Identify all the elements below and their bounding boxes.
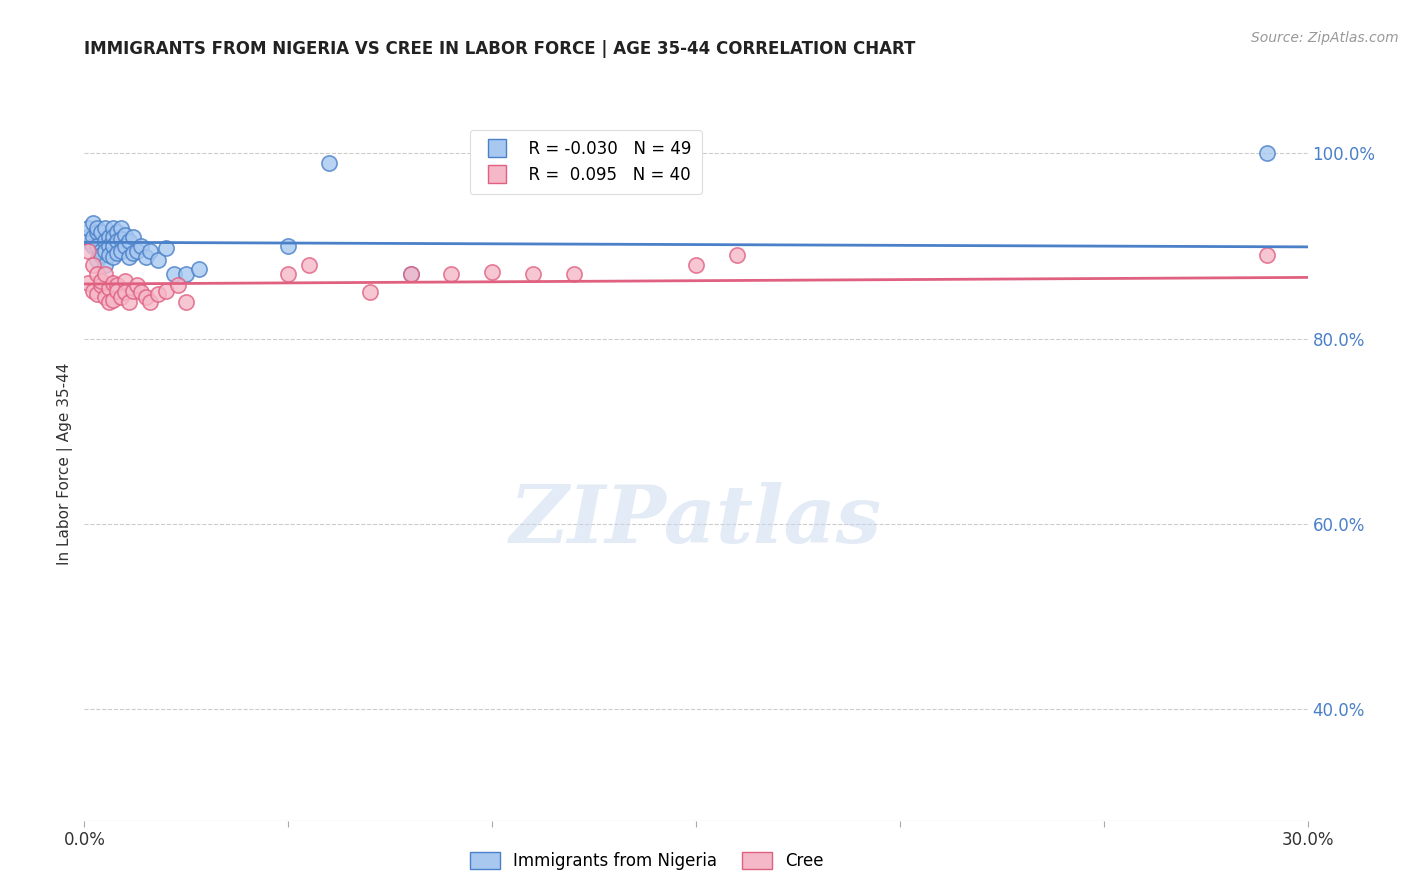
Point xyxy=(187,262,209,277)
Point xyxy=(167,277,190,292)
Text: ZIPatlas: ZIPatlas xyxy=(510,483,882,559)
Point xyxy=(93,244,117,258)
Point xyxy=(101,293,124,307)
Point xyxy=(77,276,100,290)
Point xyxy=(114,285,136,300)
Point xyxy=(562,267,585,281)
Point xyxy=(146,287,169,301)
Point xyxy=(97,294,120,309)
Point xyxy=(86,267,108,281)
Point xyxy=(1256,146,1278,161)
Point xyxy=(440,267,463,281)
Point xyxy=(1256,248,1278,262)
Point xyxy=(131,285,153,300)
Point xyxy=(131,239,153,253)
Point xyxy=(277,239,299,253)
Point xyxy=(298,258,321,272)
Point xyxy=(122,229,145,244)
Point xyxy=(101,229,124,244)
Point xyxy=(359,285,381,300)
Point xyxy=(127,277,149,292)
Point xyxy=(105,284,128,298)
Point xyxy=(86,220,108,235)
Point xyxy=(135,290,157,304)
Point xyxy=(86,287,108,301)
Point xyxy=(105,277,128,292)
Point xyxy=(522,267,544,281)
Point xyxy=(277,267,299,281)
Point xyxy=(114,274,136,288)
Point xyxy=(90,274,112,288)
Point xyxy=(82,229,104,244)
Point xyxy=(105,235,128,249)
Point xyxy=(127,244,149,258)
Point xyxy=(725,248,748,262)
Point xyxy=(77,229,100,244)
Point xyxy=(118,294,141,309)
Point xyxy=(90,248,112,262)
Point xyxy=(118,250,141,264)
Point xyxy=(110,232,132,246)
Point xyxy=(114,227,136,242)
Point xyxy=(105,246,128,260)
Point xyxy=(90,225,112,239)
Point xyxy=(101,250,124,264)
Point xyxy=(176,267,198,281)
Point xyxy=(155,284,177,298)
Point xyxy=(97,248,120,262)
Point xyxy=(82,284,104,298)
Point xyxy=(90,277,112,292)
Point xyxy=(110,244,132,258)
Point xyxy=(77,235,100,249)
Point xyxy=(101,239,124,253)
Point xyxy=(122,246,145,260)
Point xyxy=(110,290,132,304)
Point xyxy=(176,294,198,309)
Legend: Immigrants from Nigeria, Cree: Immigrants from Nigeria, Cree xyxy=(464,845,831,877)
Point xyxy=(77,244,100,258)
Text: IMMIGRANTS FROM NIGERIA VS CREE IN LABOR FORCE | AGE 35-44 CORRELATION CHART: IMMIGRANTS FROM NIGERIA VS CREE IN LABOR… xyxy=(84,40,915,58)
Point xyxy=(93,267,117,281)
Point xyxy=(135,250,157,264)
Y-axis label: In Labor Force | Age 35-44: In Labor Force | Age 35-44 xyxy=(58,363,73,565)
Point xyxy=(399,267,422,281)
Point xyxy=(77,220,100,235)
Point xyxy=(318,155,340,169)
Point xyxy=(97,239,120,253)
Point xyxy=(685,258,707,272)
Point xyxy=(155,241,177,255)
Text: Source: ZipAtlas.com: Source: ZipAtlas.com xyxy=(1251,31,1399,45)
Point xyxy=(93,220,117,235)
Point xyxy=(110,220,132,235)
Point xyxy=(114,239,136,253)
Point xyxy=(163,267,186,281)
Point xyxy=(138,244,160,258)
Point xyxy=(93,235,117,249)
Point xyxy=(118,235,141,249)
Point xyxy=(146,252,169,267)
Point xyxy=(481,265,503,279)
Point xyxy=(138,294,160,309)
Point xyxy=(122,284,145,298)
Point xyxy=(86,252,108,267)
Point xyxy=(93,258,117,272)
Point xyxy=(93,290,117,304)
Point xyxy=(399,267,422,281)
Point xyxy=(82,239,104,253)
Point xyxy=(86,239,108,253)
Point xyxy=(86,225,108,239)
Point xyxy=(97,229,120,244)
Point xyxy=(82,216,104,230)
Point xyxy=(105,225,128,239)
Point xyxy=(97,281,120,295)
Point xyxy=(82,258,104,272)
Point xyxy=(101,220,124,235)
Point xyxy=(90,244,112,258)
Point xyxy=(101,276,124,290)
